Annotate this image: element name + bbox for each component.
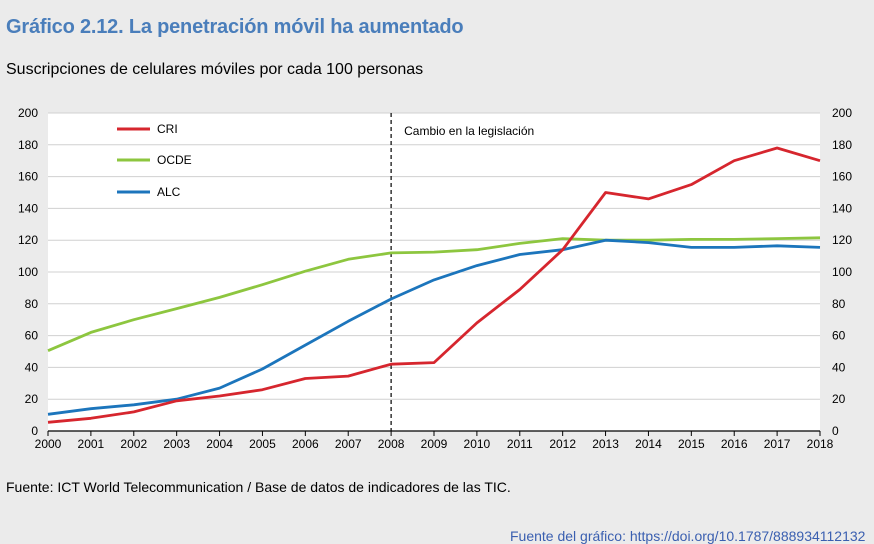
source-link[interactable]: Fuente del gráfico: https://doi.org/10.1…	[510, 528, 866, 544]
x-tick-label: 2010	[464, 437, 491, 451]
legend-label-cri: CRI	[157, 122, 178, 136]
x-tick-label: 2013	[592, 437, 619, 451]
y-tick-label-right: 40	[832, 360, 846, 374]
chart-subtitle: Suscripciones de celulares móviles por c…	[6, 61, 424, 78]
y-tick-label-right: 100	[832, 265, 852, 279]
x-tick-label: 2006	[292, 437, 319, 451]
y-tick-label-left: 200	[18, 106, 38, 120]
legend-label-alc: ALC	[157, 185, 181, 199]
x-tick-label: 2015	[678, 437, 705, 451]
y-tick-label-left: 40	[25, 360, 39, 374]
line-chart: 0 0 20 20 40 40 60 60 80 80 100 100 120 120 140 140 160 1…	[18, 106, 852, 451]
x-tick-label: 2016	[721, 437, 748, 451]
x-tick-label: 2018	[807, 437, 834, 451]
x-tick-label: 2014	[635, 437, 662, 451]
x-tick-label: 2000	[35, 437, 62, 451]
y-tick-label-left: 180	[18, 138, 38, 152]
y-tick-label-left: 100	[18, 265, 38, 279]
y-tick-label-left: 80	[25, 297, 39, 311]
series-line-cri	[47, 146, 821, 424]
y-tick-label-right: 180	[832, 138, 852, 152]
x-tick-label: 2011	[507, 437, 533, 451]
y-tick-label-right: 80	[832, 297, 846, 311]
y-tick-label-right: 160	[832, 170, 852, 184]
chart-title: Gráfico 2.12. La penetración móvil ha au…	[6, 16, 464, 38]
y-tick-label-left: 120	[18, 233, 38, 247]
x-tick-label: 2017	[764, 437, 791, 451]
y-tick-label-left: 0	[31, 424, 38, 438]
x-tick-label: 2008	[378, 437, 405, 451]
x-tick-label: 2009	[421, 437, 448, 451]
legend-label-ocde: OCDE	[157, 153, 192, 167]
x-tick-label: 2012	[549, 437, 576, 451]
source-note: Fuente: ICT World Telecommunication / Ba…	[6, 479, 511, 495]
y-tick-label-left: 160	[18, 170, 38, 184]
y-tick-label-right: 120	[832, 233, 852, 247]
x-tick-label: 2005	[249, 437, 276, 451]
y-tick-label-right: 60	[832, 329, 846, 343]
y-tick-label-right: 20	[832, 392, 846, 406]
y-tick-label-right: 200	[832, 106, 852, 120]
legislation-change-label: Cambio en la legislación	[404, 124, 534, 138]
series-line-alc	[47, 238, 821, 416]
y-tick-label-left: 20	[25, 392, 39, 406]
y-tick-label-right: 0	[832, 424, 839, 438]
y-tick-label-right: 140	[832, 201, 852, 215]
y-tick-label-left: 140	[18, 201, 38, 215]
x-tick-label: 2004	[206, 437, 233, 451]
y-tick-label-left: 60	[25, 329, 39, 343]
x-tick-label: 2001	[78, 437, 105, 451]
x-tick-label: 2003	[163, 437, 190, 451]
x-tick-label: 2007	[335, 437, 362, 451]
x-tick-label: 2002	[120, 437, 147, 451]
series-line-ocde	[47, 236, 821, 352]
